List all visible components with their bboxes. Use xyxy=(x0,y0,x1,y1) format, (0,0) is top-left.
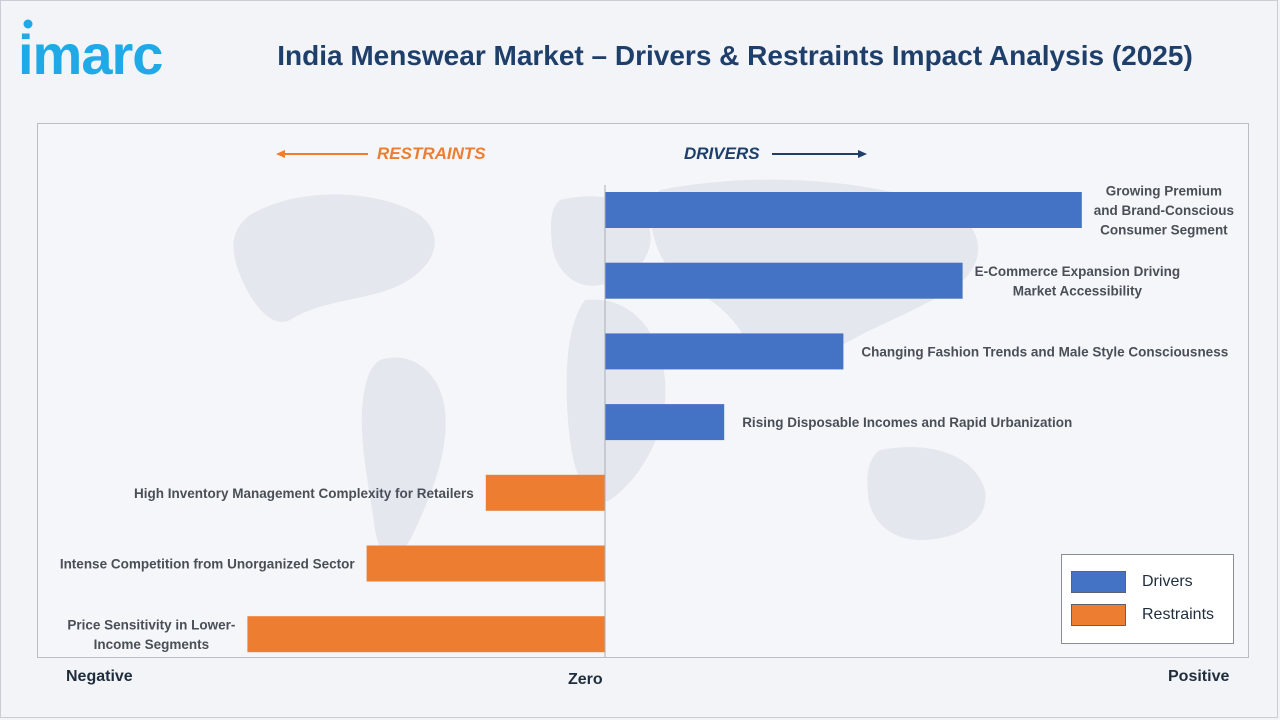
bar-restraints-4 xyxy=(485,474,605,511)
bar-label-line: Intense Competition from Unorganized Sec… xyxy=(60,557,356,572)
bar-label-line: Consumer Segment xyxy=(1100,223,1228,238)
bar-label-line: High Inventory Management Complexity for… xyxy=(134,486,474,501)
legend-swatch-restraints xyxy=(1071,604,1126,626)
drivers-direction-label: DRIVERS xyxy=(684,144,760,163)
restraints-arrowhead xyxy=(276,150,285,158)
bar-label-line: Price Sensitivity in Lower- xyxy=(67,617,235,632)
bar-label-line: E-Commerce Expansion Driving xyxy=(975,264,1181,279)
bar-label-5: Intense Competition from Unorganized Sec… xyxy=(60,557,356,572)
bar-drivers-2 xyxy=(605,333,844,370)
legend-item-drivers: Drivers xyxy=(1071,570,1193,594)
axis-negative-label: Negative xyxy=(66,668,133,685)
imarc-logo: imarc xyxy=(18,18,203,86)
bar-label-line: Market Accessibility xyxy=(1013,283,1143,298)
bar-label-line: Changing Fashion Trends and Male Style C… xyxy=(861,344,1228,359)
direction-arrows xyxy=(276,150,867,158)
bar-restraints-6 xyxy=(247,616,605,653)
bar-drivers-0 xyxy=(605,192,1082,228)
bar-drivers-3 xyxy=(605,404,725,441)
axis-zero-label: Zero xyxy=(568,671,603,688)
bar-label-1: E-Commerce Expansion Driving Market Acces… xyxy=(975,264,1181,299)
drivers-arrowhead xyxy=(858,150,867,158)
bar-label-line: Rising Disposable Incomes and Rapid Urba… xyxy=(742,415,1072,430)
map-shape xyxy=(233,194,435,322)
bar-label-line: and Brand-Conscious xyxy=(1094,203,1234,218)
axis-positive-label: Positive xyxy=(1168,668,1230,685)
legend-swatch-drivers xyxy=(1071,571,1126,593)
legend-item-restraints: Restraints xyxy=(1071,603,1214,627)
logo-wordmark: imarc xyxy=(18,23,162,82)
map-shape xyxy=(566,299,666,502)
bar-label-2: Changing Fashion Trends and Male Style C… xyxy=(861,344,1228,359)
bar-label-6: Price Sensitivity in Lower- Income Segmen… xyxy=(67,617,235,652)
bar-labels-group: Growing Premium and Brand-Conscious Consum… xyxy=(60,184,1234,652)
bar-label-line: Income Segments xyxy=(94,637,210,652)
bar-label-4: High Inventory Management Complexity for… xyxy=(134,486,474,501)
bar-restraints-5 xyxy=(366,545,605,582)
bar-drivers-1 xyxy=(605,262,963,299)
chart-legend: Drivers Restraints xyxy=(1061,554,1234,644)
bar-label-line: Growing Premium xyxy=(1106,184,1222,199)
bars-group xyxy=(247,192,1082,653)
bar-label-3: Rising Disposable Incomes and Rapid Urba… xyxy=(742,415,1072,430)
page-title: India Menswear Market – Drivers & Restra… xyxy=(277,40,1193,71)
legend-label-restraints: Restraints xyxy=(1142,606,1215,623)
map-shape xyxy=(867,446,986,540)
map-shape xyxy=(361,357,446,557)
legend-label-drivers: Drivers xyxy=(1142,573,1193,590)
bar-label-0: Growing Premium and Brand-Conscious Consum… xyxy=(1094,184,1234,238)
restraints-direction-label: RESTRAINTS xyxy=(377,144,486,163)
